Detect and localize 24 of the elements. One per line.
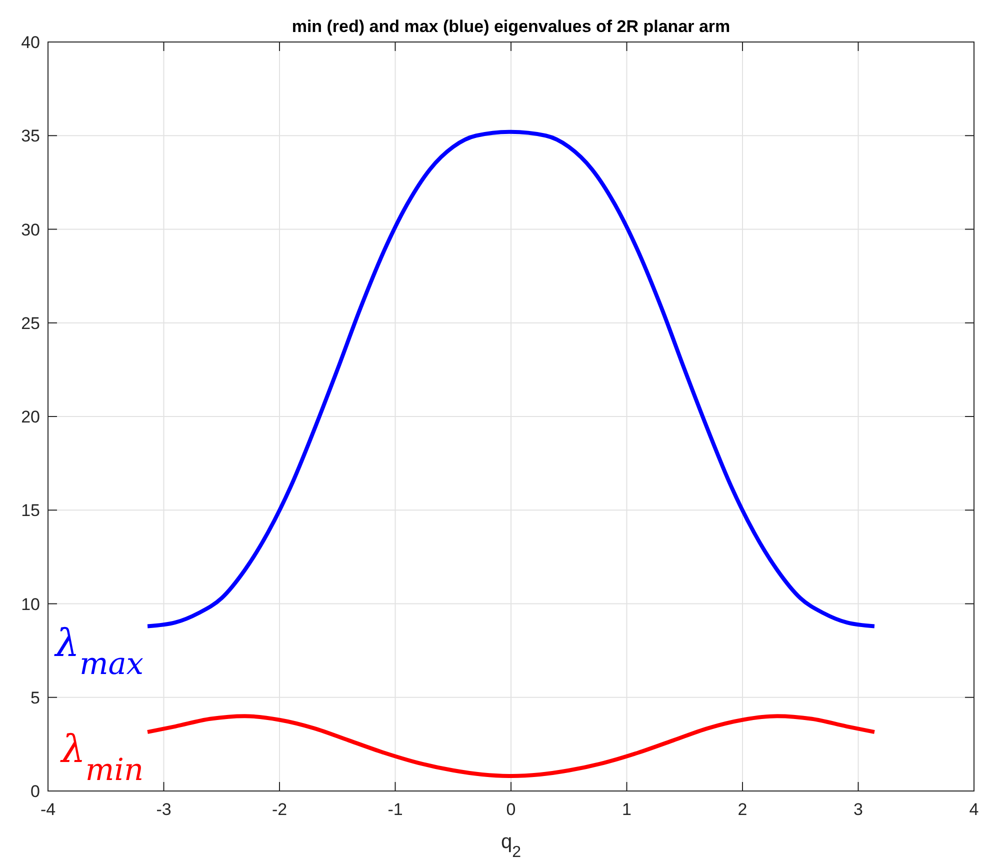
- y-tick-label: 15: [21, 501, 40, 520]
- y-tick-label: 5: [30, 688, 40, 708]
- y-tick-label: 0: [30, 782, 40, 801]
- y-tick-label: 40: [21, 33, 40, 52]
- y-tick-label: 20: [21, 408, 40, 426]
- y-tick-label: 30: [21, 220, 40, 240]
- y-tick-label: 35: [21, 126, 40, 146]
- chart-title: min (red) and max (blue) eigenvalues of 2R planar arm: [292, 17, 730, 36]
- series-label: λ$_{min}$: [59, 727, 144, 788]
- line-series: [146, 714, 876, 778]
- x-tick-label: 1: [622, 800, 632, 819]
- x-axis-title: q$_{2}$: [500, 831, 522, 860]
- x-tick-label: 0: [506, 800, 516, 819]
- x-tick-label: -1: [388, 800, 403, 819]
- y-tick-label: 10: [21, 594, 40, 614]
- y-tick-label: 25: [21, 314, 40, 333]
- x-tick-label: 4: [969, 800, 979, 819]
- x-tick-label: -3: [156, 800, 172, 819]
- x-tick-label: -4: [40, 800, 56, 819]
- x-tick-label: 2: [738, 800, 748, 819]
- series-label: λ$_{max}$: [53, 621, 144, 682]
- x-tick-label: -2: [272, 800, 288, 819]
- x-tick-label: 3: [854, 800, 863, 819]
- line-series: [146, 130, 876, 628]
